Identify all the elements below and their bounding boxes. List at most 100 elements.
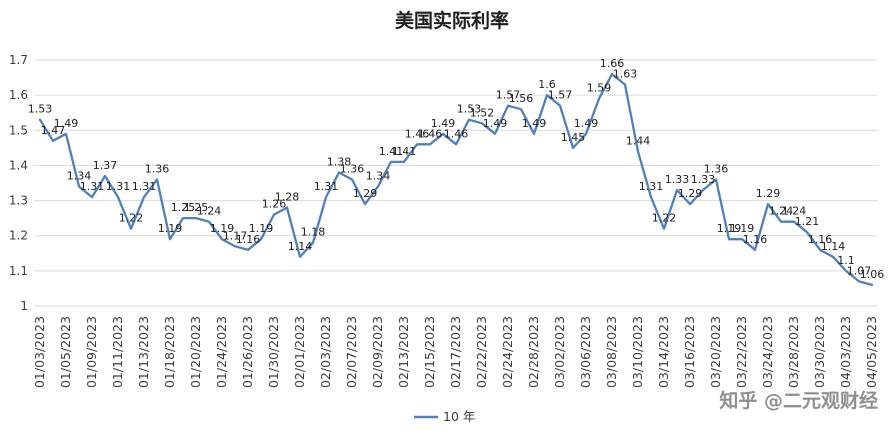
data-point-label: 1.19 bbox=[158, 222, 183, 235]
x-tick-label: 01/30/2023 bbox=[266, 316, 281, 388]
data-point-label: 1.24 bbox=[769, 205, 794, 218]
data-point-label: 1.29 bbox=[678, 187, 703, 200]
data-point-label: 1.14 bbox=[821, 240, 846, 253]
legend: 10 年 bbox=[414, 409, 475, 424]
data-point-label: 1.33 bbox=[691, 173, 716, 186]
data-point-label: 1.46 bbox=[418, 127, 443, 140]
x-tick-label: 01/05/2023 bbox=[58, 316, 73, 388]
data-point-label: 1.25 bbox=[184, 201, 209, 214]
y-tick-label: 1.3 bbox=[9, 194, 28, 208]
x-tick-label: 02/24/2023 bbox=[500, 316, 515, 388]
x-tick-label: 03/20/2023 bbox=[708, 316, 723, 388]
y-tick-label: 1 bbox=[20, 299, 28, 313]
data-point-label: 1.31 bbox=[80, 180, 105, 193]
data-point-label: 1.22 bbox=[119, 212, 144, 225]
data-point-label: 1.49 bbox=[54, 117, 79, 130]
x-tick-label: 02/17/2023 bbox=[448, 316, 463, 388]
data-point-label: 1.57 bbox=[496, 89, 521, 102]
data-point-label: 1.59 bbox=[587, 82, 612, 95]
data-point-label: 1.31 bbox=[106, 180, 131, 193]
x-tick-label: 02/22/2023 bbox=[474, 316, 489, 388]
data-point-label: 1.56 bbox=[509, 92, 534, 105]
data-point-label: 1.41 bbox=[392, 145, 417, 158]
x-tick-label: 02/28/2023 bbox=[526, 316, 541, 388]
data-point-label: 1.41 bbox=[379, 145, 404, 158]
y-tick-label: 1.6 bbox=[9, 88, 28, 102]
gridlines bbox=[34, 59, 878, 307]
data-point-label: 1.29 bbox=[756, 187, 781, 200]
x-tick-label: 03/06/2023 bbox=[578, 316, 593, 388]
data-point-label: 1.16 bbox=[743, 233, 768, 246]
data-point-label: 1.49 bbox=[574, 117, 599, 130]
data-point-label: 1.44 bbox=[626, 134, 651, 147]
data-point-label: 1.49 bbox=[483, 117, 508, 130]
x-tick-label: 03/16/2023 bbox=[682, 316, 697, 388]
data-point-label: 1.49 bbox=[431, 117, 456, 130]
x-tick-label: 03/08/2023 bbox=[604, 316, 619, 388]
x-tick-label: 02/01/2023 bbox=[292, 316, 307, 388]
data-point-label: 1.19 bbox=[249, 222, 274, 235]
data-point-label: 1.31 bbox=[132, 180, 157, 193]
x-tick-label: 03/10/2023 bbox=[630, 316, 645, 388]
data-point-label: 1.14 bbox=[288, 240, 313, 253]
data-point-label: 1.19 bbox=[210, 222, 235, 235]
x-tick-label: 03/22/2023 bbox=[734, 316, 749, 388]
data-point-label: 1.46 bbox=[444, 127, 469, 140]
data-point-label: 1.1 bbox=[837, 254, 855, 267]
x-tick-label: 02/03/2023 bbox=[318, 316, 333, 388]
data-point-label: 1.36 bbox=[704, 163, 729, 176]
data-point-label: 1.24 bbox=[197, 205, 222, 218]
x-tick-label: 02/15/2023 bbox=[422, 316, 437, 388]
data-point-label: 1.22 bbox=[652, 212, 677, 225]
data-point-label: 1.31 bbox=[314, 180, 339, 193]
data-point-label: 1.19 bbox=[717, 222, 742, 235]
x-tick-label: 01/18/2023 bbox=[162, 316, 177, 388]
chart-title: 美国实际利率 bbox=[395, 9, 509, 32]
data-point-label: 1.52 bbox=[470, 106, 495, 119]
data-point-label: 1.29 bbox=[353, 187, 378, 200]
x-tick-label: 01/11/2023 bbox=[110, 316, 125, 388]
y-tick-label: 1.2 bbox=[9, 229, 28, 243]
data-point-label: 1.06 bbox=[860, 268, 885, 281]
y-tick-label: 1.1 bbox=[9, 264, 28, 278]
data-point-label: 1.16 bbox=[236, 233, 261, 246]
data-point-label: 1.63 bbox=[613, 68, 638, 81]
x-tick-label: 03/14/2023 bbox=[656, 316, 671, 388]
x-tick-label: 01/24/2023 bbox=[214, 316, 229, 388]
x-tick-label: 03/02/2023 bbox=[552, 316, 567, 388]
y-tick-label: 1.7 bbox=[9, 53, 28, 67]
x-tick-label: 01/26/2023 bbox=[240, 316, 255, 388]
data-point-label: 1.16 bbox=[808, 233, 833, 246]
data-point-label: 1.21 bbox=[795, 215, 820, 228]
data-point-label: 1.38 bbox=[327, 156, 352, 169]
data-point-label: 1.37 bbox=[93, 159, 118, 172]
data-point-label: 1.53 bbox=[457, 103, 482, 116]
x-tick-label: 01/03/2023 bbox=[32, 316, 47, 388]
legend-series-label: 10 年 bbox=[443, 409, 475, 424]
x-tick-label: 04/03/2023 bbox=[838, 316, 853, 388]
series-polyline bbox=[38, 72, 874, 287]
data-point-label: 1.07 bbox=[847, 264, 872, 277]
y-tick-label: 1.4 bbox=[9, 158, 28, 172]
x-tick-label: 01/13/2023 bbox=[136, 316, 151, 388]
x-tick-label: 03/28/2023 bbox=[786, 316, 801, 388]
data-point-label: 1.34 bbox=[366, 170, 391, 183]
data-point-label: 1.53 bbox=[28, 103, 53, 116]
series-line bbox=[38, 72, 874, 287]
data-point-label: 1.18 bbox=[301, 226, 326, 239]
data-point-label: 1.34 bbox=[67, 170, 92, 183]
data-point-label: 1.25 bbox=[171, 201, 196, 214]
x-tick-label: 02/07/2023 bbox=[344, 316, 359, 388]
data-point-label: 1.26 bbox=[262, 198, 287, 211]
x-tick-label: 03/24/2023 bbox=[760, 316, 775, 388]
data-point-label: 1.17 bbox=[223, 229, 248, 242]
data-point-label: 1.46 bbox=[405, 127, 430, 140]
data-labels: 1.531.471.491.341.311.371.311.221.311.36… bbox=[28, 57, 885, 281]
data-point-label: 1.66 bbox=[600, 57, 625, 70]
x-tick-label: 01/20/2023 bbox=[188, 316, 203, 388]
data-point-label: 1.36 bbox=[145, 163, 170, 176]
data-point-label: 1.31 bbox=[639, 180, 664, 193]
watermark: 知乎 @二元观财经 bbox=[719, 389, 878, 412]
